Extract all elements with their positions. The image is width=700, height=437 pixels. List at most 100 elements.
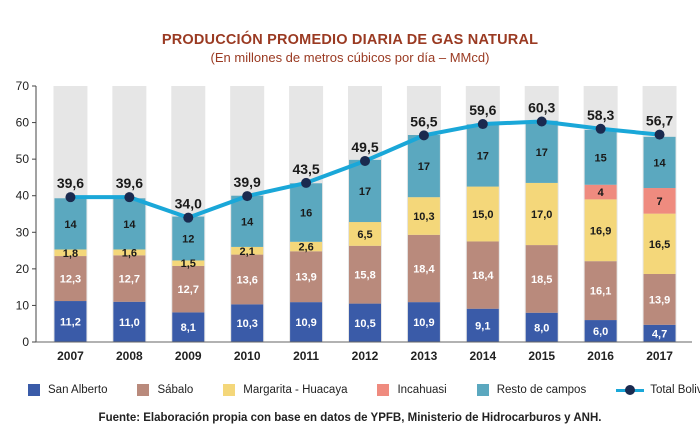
segment-label-margarita: 16,5	[649, 239, 670, 251]
bar-segment-san_alberto	[525, 312, 558, 342]
y-tick-label: 70	[16, 79, 30, 93]
bar-segment-resto	[113, 198, 146, 250]
segment-label-san_alberto: 6,0	[593, 326, 608, 338]
y-tick-label: 20	[16, 262, 30, 276]
total-bolivia-label: 56,7	[646, 113, 673, 129]
segment-label-resto: 16	[300, 208, 312, 220]
segment-label-resto: 17	[418, 161, 430, 173]
segment-label-san_alberto: 8,1	[181, 322, 196, 334]
legend-swatch	[223, 384, 236, 396]
total-line	[65, 116, 665, 223]
legend-item-incahuasi: Incahuasi	[377, 384, 447, 396]
bar-segment-san_alberto	[54, 301, 87, 342]
x-tick-label: 2008	[116, 349, 143, 363]
total-bolivia-point	[418, 130, 429, 141]
x-tick-label: 2014	[469, 349, 496, 363]
legend-line-marker	[616, 384, 645, 396]
segment-label-resto: 17	[359, 186, 371, 198]
segment-label-sabalo: 18,4	[472, 270, 494, 282]
bar-segment-resto	[525, 120, 558, 183]
bar-segment-sabalo	[407, 234, 440, 303]
segment-label-margarita: 2,1	[240, 246, 255, 258]
x-tick-label: 2010	[234, 349, 261, 363]
segment-label-resto: 14	[64, 219, 77, 231]
bar-segment-sabalo	[349, 245, 381, 304]
segment-label-margarita: 1,6	[122, 247, 137, 259]
x-tick-label: 2017	[646, 349, 673, 363]
bar-segment-san_alberto	[172, 312, 205, 342]
bar-segment-sabalo	[466, 241, 499, 309]
legend-item-total: Total Bolivia	[616, 384, 700, 396]
segment-label-san_alberto: 10,3	[236, 318, 257, 330]
source-note: Fuente: Elaboración propia con base en d…	[98, 412, 602, 424]
bar-segment-margarita	[407, 197, 440, 235]
bar-segment-san_alberto	[466, 308, 499, 342]
total-bolivia-label: 60,3	[528, 99, 555, 115]
bar-segment-margarita	[113, 249, 146, 256]
segment-label-sabalo: 13,9	[295, 272, 316, 284]
axes: 0 10 20 30 40 50 60 70 2007 2008 2009 2010 2011 2012 2…	[16, 79, 692, 363]
segment-label-resto: 14	[653, 157, 666, 169]
segment-label-san_alberto: 10,9	[413, 317, 434, 329]
bar-segment-resto	[349, 159, 381, 223]
segment-label-incahuasi: 4	[598, 187, 605, 199]
bar-segment-san_alberto	[584, 320, 617, 342]
bar-segment-san_alberto	[290, 302, 323, 342]
y-tick-label: 0	[22, 335, 29, 349]
total-bolivia-point	[183, 212, 194, 223]
bar-segment-sabalo	[54, 256, 87, 302]
legend-label: Resto de campos	[496, 384, 587, 396]
x-tick-label: 2013	[411, 349, 438, 363]
bar-segment-resto	[290, 183, 323, 242]
total-bolivia-label: 43,5	[292, 161, 319, 177]
x-tick-label: 2011	[293, 349, 319, 363]
segment-label-sabalo: 18,5	[531, 274, 552, 286]
y-tick-label: 50	[16, 152, 30, 166]
bar-segment-resto	[407, 135, 440, 198]
segment-labels: 11,2 12,3 1,8 14 11,0 12,7 1,6 14 8,1 12,7 1,5 12 10…	[60, 147, 671, 341]
segment-label-margarita: 17,0	[531, 209, 552, 221]
total-bolivia-point	[301, 177, 312, 188]
legend-label: Margarita - Huacaya	[243, 384, 348, 396]
segment-label-sabalo: 13,9	[649, 294, 670, 306]
bar-segment-incahuasi	[643, 188, 676, 214]
segment-label-margarita: 6,5	[357, 229, 372, 241]
bar-segment-resto	[466, 124, 499, 187]
segment-label-margarita: 1,8	[63, 248, 78, 260]
total-bolivia-label: 39,9	[234, 174, 261, 190]
total-bolivia-point	[654, 129, 665, 140]
segment-label-san_alberto: 8,0	[534, 322, 549, 334]
bar-segment-margarita	[349, 222, 381, 246]
total-bolivia-label: 39,6	[57, 175, 84, 191]
total-bolivia-point	[242, 191, 253, 202]
total-bolivia-point	[477, 119, 488, 130]
segment-label-margarita: 10,3	[413, 211, 434, 223]
chart-subtitle: (En millones de metros cúbicos por día –…	[210, 50, 490, 65]
y-tick-label: 40	[16, 189, 30, 203]
total-bolivia-point	[124, 192, 135, 203]
bar-segment-sabalo	[525, 245, 558, 313]
bar-segment-resto	[231, 195, 264, 247]
bar-segment-resto	[643, 136, 676, 189]
total-bolivia-label: 58,3	[587, 107, 614, 123]
segment-label-margarita: 15,0	[472, 209, 493, 221]
legend-item-san_alberto: San Alberto	[28, 384, 107, 396]
segment-label-margarita: 16,9	[590, 225, 611, 237]
legend-item-margarita: Margarita - Huacaya	[223, 384, 347, 396]
bar-segment-sabalo	[172, 265, 205, 313]
bar-segment-sabalo	[643, 273, 676, 325]
bar-segment-san_alberto	[349, 303, 381, 342]
bar-segment-margarita	[466, 186, 499, 242]
segment-label-san_alberto: 10,9	[295, 317, 316, 329]
legend-item-sabalo: Sábalo	[137, 384, 193, 396]
total-bolivia-point	[360, 155, 370, 166]
legend-swatch	[137, 384, 150, 396]
bar-segment-margarita	[231, 246, 264, 255]
x-tick-label: 2016	[587, 349, 614, 363]
segment-label-san_alberto: 10,5	[354, 318, 375, 330]
segment-label-sabalo: 12,7	[178, 284, 199, 296]
bar-segment-san_alberto	[643, 324, 676, 342]
segment-label-resto: 12	[182, 234, 194, 246]
x-tick-label: 2009	[175, 349, 202, 363]
